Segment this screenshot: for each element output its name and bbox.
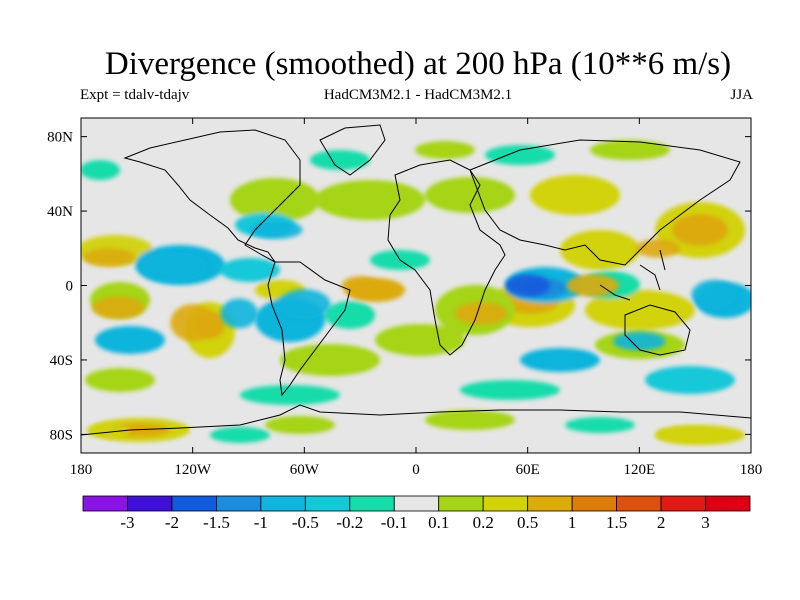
colorbar: -3 -2 -1.5 -1 -0.5 -0.2 -0.1 0.1 0.2 0.5 1 1.5 2 3 <box>82 495 751 532</box>
y-tick-label: 40S <box>50 353 73 369</box>
map-background <box>81 118 751 453</box>
x-tick-label: 60E <box>516 462 540 478</box>
field-region <box>341 276 379 295</box>
field-region <box>455 302 508 325</box>
colorbar-swatch <box>482 495 529 512</box>
x-tick-label: 120E <box>623 462 655 478</box>
x-tick-label: 180 <box>70 462 93 478</box>
colorbar-label: 0.2 <box>473 513 494 532</box>
y-tick-label: 40N <box>47 204 73 220</box>
y-tick-label: 80N <box>47 130 73 146</box>
colorbar-swatch <box>393 495 440 512</box>
colorbar-label: -3 <box>120 513 134 532</box>
colorbar-label: 0.1 <box>428 513 449 532</box>
field-region <box>691 279 737 310</box>
coastlines <box>81 124 751 436</box>
x-tick-label: 180 <box>740 462 763 478</box>
field-region <box>82 248 135 267</box>
model-label: HadCM3M2.1 - HadCM3M2.1 <box>323 87 513 103</box>
colorbar-swatch <box>438 495 484 512</box>
colorbar-swatch <box>260 495 306 512</box>
field-region <box>220 298 258 329</box>
antarctica-coast <box>81 404 751 436</box>
north-america-coast <box>123 129 301 263</box>
colorbar-swatch <box>571 495 618 512</box>
colorbar-label: 3 <box>701 513 710 532</box>
field-region <box>86 423 132 439</box>
field-regions <box>82 220 737 442</box>
greenland-coast <box>319 124 386 176</box>
field-region <box>656 426 716 442</box>
colorbar-swatch <box>616 495 662 512</box>
field-region <box>613 332 666 351</box>
field-region <box>140 252 208 282</box>
y-axis: 80N 40N 0 40S 80S <box>47 130 751 443</box>
colorbar-swatch <box>527 495 573 512</box>
colorbar-swatch <box>82 495 128 512</box>
colorbar-swatch <box>660 495 706 512</box>
y-tick-label: 0 <box>66 279 74 295</box>
y-tick-label: 80S <box>50 427 73 443</box>
field-region <box>92 296 145 320</box>
field-region <box>250 220 303 239</box>
colorbar-swatch <box>171 495 217 512</box>
field-region <box>566 274 619 297</box>
colorbar-swatch <box>705 495 751 512</box>
colorbar-label: 0.5 <box>517 513 538 532</box>
divergence-field <box>81 140 751 445</box>
africa-europe-coast <box>387 159 506 356</box>
field-region <box>505 274 550 297</box>
season-label: JJA <box>730 87 753 103</box>
australia-coast <box>624 304 691 356</box>
colorbar-label: -0.2 <box>336 513 363 532</box>
colorbar-swatch <box>304 495 351 512</box>
colorbar-swatch <box>127 495 173 512</box>
x-tick-label: 60W <box>290 462 320 478</box>
field-region <box>170 304 216 342</box>
experiment-label: Expt = tdalv-tdajv <box>80 87 190 103</box>
colorbar-label: -1.5 <box>203 513 230 532</box>
colorbar-label: -2 <box>165 513 179 532</box>
colorbar-label: 1.5 <box>606 513 627 532</box>
maritime-islands <box>599 249 666 301</box>
colorbar-label: -1 <box>254 513 268 532</box>
x-tick-label: 120W <box>174 462 212 478</box>
x-tick-label: 0 <box>412 462 420 478</box>
colorbar-label: 1 <box>568 513 577 532</box>
field-region <box>278 289 331 319</box>
colorbar-label: -0.1 <box>381 513 408 532</box>
x-axis: 180 120W 60W 0 60E 120E 180 <box>70 118 763 478</box>
south-america-coast <box>267 261 351 397</box>
colorbar-swatch <box>349 495 395 512</box>
colorbar-swatch <box>215 495 262 512</box>
asia-coast <box>469 139 741 266</box>
colorbar-label: -0.5 <box>292 513 319 532</box>
colorbar-label: 2 <box>657 513 666 532</box>
chart-title: Divergence (smoothed) at 200 hPa (10**6 … <box>104 46 732 82</box>
